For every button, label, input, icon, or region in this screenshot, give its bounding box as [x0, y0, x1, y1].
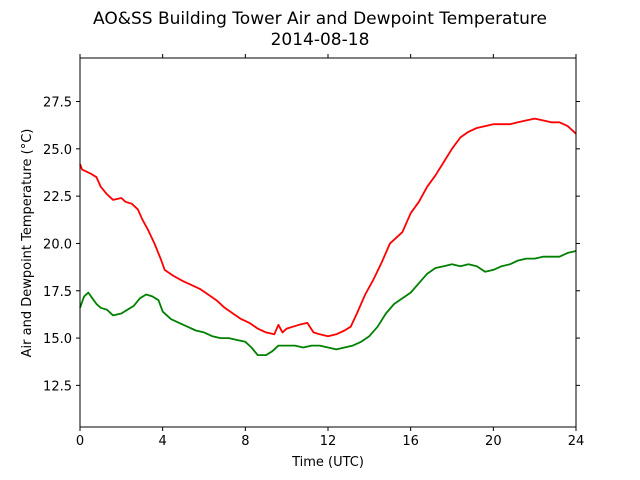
air-temperature-line	[79, 117, 577, 338]
chart-title: AO&SS Building Tower Air and Dewpoint Te…	[93, 9, 547, 29]
x-tick-label: 0	[76, 434, 84, 449]
plot-frame	[79, 57, 577, 428]
y-tick-label: 22.5	[43, 190, 72, 205]
y-tick-label: 25.0	[43, 143, 72, 158]
x-tick-label: 20	[485, 434, 502, 449]
x-axis-label: Time (UTC)	[291, 455, 364, 470]
y-tick-label: 15.0	[43, 332, 72, 347]
x-tick-label: 12	[320, 434, 337, 449]
x-tick-label: 8	[241, 434, 249, 449]
x-tick-label: 24	[568, 434, 585, 449]
series-layer	[79, 117, 577, 357]
y-axis-label: Air and Dewpoint Temperature (°C)	[20, 129, 35, 358]
y-tick-label: 20.0	[43, 237, 72, 252]
y-tick-label: 17.5	[43, 285, 72, 300]
x-tick-label: 16	[402, 434, 419, 449]
chart-subtitle: 2014-08-18	[271, 30, 370, 50]
ticks-layer: 0 4 8 12 16 20 24 12.5 15.0 17.5 20.0 22.5 25.0 27.5	[43, 54, 584, 449]
y-tick-label: 12.5	[43, 379, 72, 394]
x-tick-label: 4	[159, 434, 167, 449]
y-tick-label: 27.5	[43, 96, 72, 111]
dewpoint-temperature-line	[79, 250, 577, 357]
